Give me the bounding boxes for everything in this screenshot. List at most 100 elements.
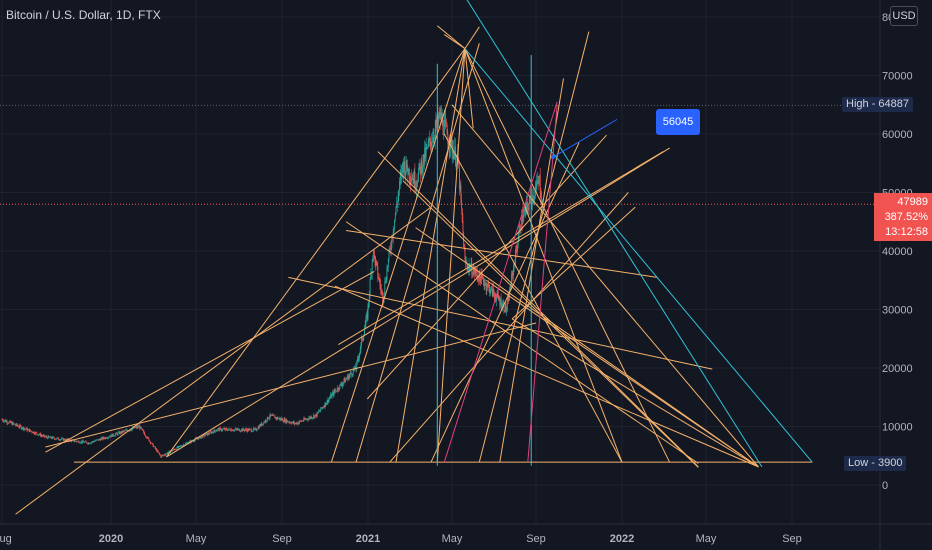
- candle-body: [15, 424, 16, 426]
- candle-body: [30, 431, 32, 432]
- candle-body: [420, 166, 421, 174]
- candle-body: [23, 428, 25, 430]
- candle-body: [473, 267, 475, 271]
- candle-body: [356, 361, 358, 370]
- candle-body: [20, 425, 21, 427]
- candle-body: [335, 390, 337, 392]
- candle-body: [436, 119, 438, 125]
- candle-body: [289, 422, 291, 423]
- candle-body: [211, 431, 213, 434]
- candle-body: [524, 207, 526, 212]
- candle-body: [101, 437, 103, 439]
- candle-body: [338, 389, 340, 390]
- trendline-fan: [166, 48, 466, 458]
- candle-body: [281, 418, 283, 420]
- candle-body: [224, 428, 226, 430]
- candle-body: [9, 420, 11, 422]
- candle-body: [183, 444, 185, 446]
- candle-body: [251, 431, 253, 432]
- candle-body: [477, 277, 479, 279]
- candle-body: [19, 425, 21, 428]
- candle-body: [390, 247, 392, 250]
- candle-body: [43, 435, 45, 436]
- candle-body: [383, 292, 385, 299]
- candle-body: [63, 438, 65, 441]
- candle-body: [217, 428, 219, 431]
- candle-body: [487, 283, 489, 285]
- candle-body: [269, 414, 271, 418]
- candle-body: [438, 116, 440, 122]
- candle-body: [149, 440, 151, 442]
- trendline-fan: [288, 276, 713, 370]
- candle-body: [111, 433, 113, 437]
- candle-body: [185, 443, 186, 445]
- candle-body: [330, 394, 332, 398]
- candle-body: [15, 423, 17, 426]
- candle-body: [239, 431, 241, 432]
- candle-body: [313, 415, 315, 418]
- price-callout[interactable]: 56045: [656, 109, 700, 135]
- candle-body: [99, 439, 101, 441]
- candle-body: [133, 427, 134, 429]
- candle-body: [140, 426, 141, 429]
- candle-body: [282, 418, 284, 422]
- candle-body: [33, 431, 35, 434]
- candle-body: [499, 300, 501, 306]
- candle-body: [268, 418, 270, 420]
- high-marker: High - 64887: [842, 97, 914, 112]
- candle-body: [273, 415, 275, 416]
- currency-button[interactable]: USD: [890, 6, 918, 26]
- candle-body: [265, 420, 267, 422]
- candle-body: [28, 429, 30, 432]
- candle-body: [458, 162, 460, 168]
- candle-body: [188, 441, 190, 444]
- candle-body: [67, 438, 68, 440]
- candle-body: [537, 182, 539, 184]
- candle-body: [35, 432, 36, 435]
- candle-body: [469, 267, 471, 271]
- candle-body: [532, 194, 534, 201]
- candle-body: [73, 439, 75, 442]
- candle-body: [434, 138, 435, 140]
- candle-body: [409, 178, 411, 180]
- candle-body: [362, 337, 364, 341]
- candle-body: [337, 387, 339, 391]
- candle-body: [420, 160, 422, 174]
- candle-body: [7, 423, 9, 424]
- candle-body: [422, 167, 424, 174]
- candle-body: [48, 436, 50, 438]
- candle-body: [216, 430, 218, 431]
- candle-body: [89, 443, 91, 445]
- candle-body: [540, 193, 542, 200]
- candle-body: [181, 446, 183, 447]
- candle-body: [150, 443, 152, 444]
- candle-body: [259, 425, 261, 429]
- candle-body: [266, 420, 268, 422]
- candle-body: [218, 428, 220, 431]
- candle-body: [379, 279, 381, 285]
- trendline-fan: [464, 26, 480, 49]
- candle-body: [278, 418, 279, 420]
- candle-body: [162, 455, 164, 456]
- candle-body: [358, 357, 360, 359]
- candle-body: [435, 119, 437, 129]
- candle-body: [482, 277, 484, 278]
- trendline-fan: [451, 104, 759, 468]
- high-value: 64887: [878, 98, 910, 110]
- candle-body: [167, 452, 169, 454]
- candle-body: [180, 445, 182, 447]
- candle-body: [421, 160, 423, 174]
- x-tick-label: 2021: [356, 533, 380, 545]
- candle-body: [478, 277, 480, 282]
- candle-body: [136, 426, 138, 428]
- candle-body: [424, 147, 426, 158]
- candle-body: [34, 433, 36, 435]
- candle-body: [215, 430, 217, 432]
- candle-body: [295, 422, 297, 424]
- candle-body: [488, 284, 490, 286]
- time-axis[interactable]: Aug 2020 May Sep 2021 May Sep 2022 May Sep: [0, 523, 932, 545]
- cyan-trendline: [464, 48, 813, 463]
- candle-body: [46, 436, 48, 438]
- trendline-fan: [338, 151, 664, 346]
